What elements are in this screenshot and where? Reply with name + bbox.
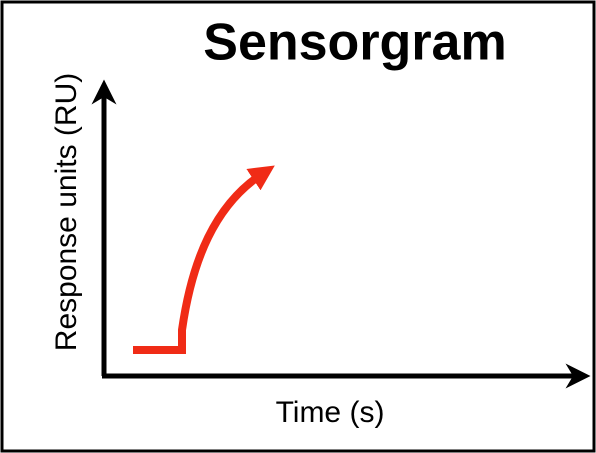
response-curve	[133, 165, 275, 354]
y-axis-label: Response units (RU)	[50, 73, 83, 351]
x-axis-label: Time (s)	[276, 396, 385, 429]
title: Sensorgram	[203, 14, 506, 72]
